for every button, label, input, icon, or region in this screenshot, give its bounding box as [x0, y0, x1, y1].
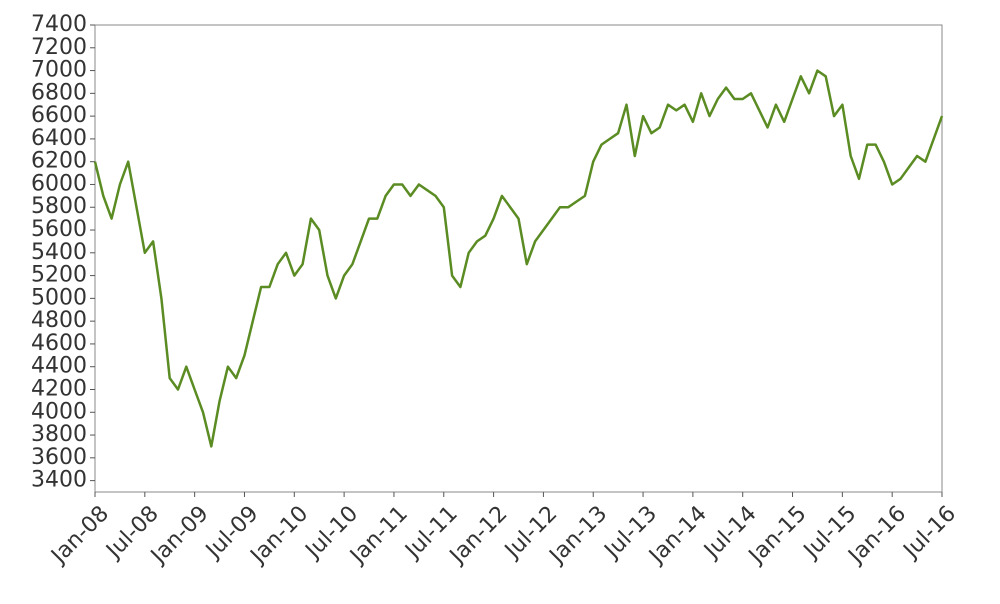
y-tick-label: 7000: [31, 58, 87, 83]
y-tick-label: 6000: [31, 171, 87, 196]
y-tick-label: 4200: [31, 376, 87, 401]
y-tick-label: 5200: [31, 263, 87, 288]
y-tick-label: 4800: [31, 308, 87, 333]
y-tick-label: 4000: [31, 399, 87, 424]
y-tick-label: 6800: [31, 80, 87, 105]
x-tick-label: Jul-16: [898, 501, 961, 564]
series-line: [93, 69, 944, 448]
y-tick-label: 5000: [31, 285, 87, 310]
y-tick-label: 6600: [31, 103, 87, 128]
y-tick-label: 3800: [31, 422, 87, 447]
y-tick-label: 4600: [31, 331, 87, 356]
y-tick-label: 4400: [31, 354, 87, 379]
y-tick-label: 6200: [31, 149, 87, 174]
x-tick-label: Jan-08: [46, 501, 114, 569]
y-tick-label: 3600: [31, 445, 87, 470]
plot-frame: [94, 24, 943, 493]
y-tick-label: 5600: [31, 217, 87, 242]
y-tick-label: 6400: [31, 126, 87, 151]
y-tick-label: 3400: [31, 468, 87, 493]
y-tick-label: 7400: [31, 12, 87, 37]
y-tick-label: 5800: [31, 194, 87, 219]
y-tick-label: 7200: [31, 35, 87, 60]
y-tick-label: 5400: [31, 240, 87, 265]
